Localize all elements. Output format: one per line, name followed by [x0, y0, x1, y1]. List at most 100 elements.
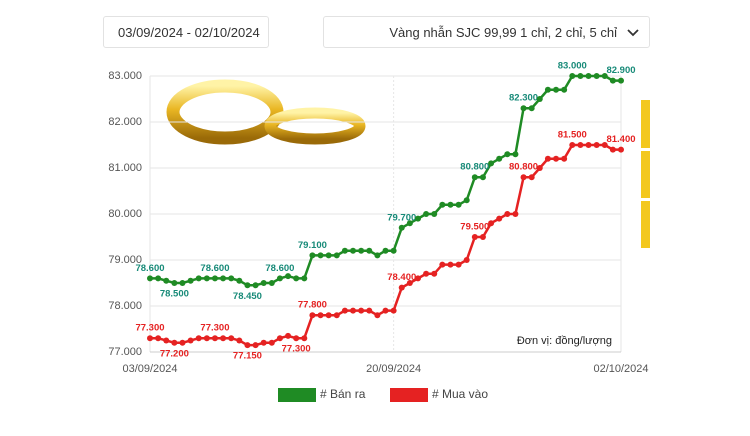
y-tick-label: 83.000 — [108, 70, 142, 82]
point — [423, 270, 430, 277]
point — [244, 342, 251, 349]
point — [414, 215, 421, 222]
legend-swatch[interactable] — [278, 388, 316, 402]
point — [504, 211, 511, 217]
point — [333, 312, 340, 319]
x-tick-label: 03/09/2024 — [122, 363, 177, 375]
data-label: 79.500 — [460, 222, 489, 233]
point — [593, 142, 600, 148]
point — [317, 312, 324, 319]
data-label: 77.300 — [200, 323, 229, 334]
point — [536, 96, 543, 102]
point — [488, 220, 495, 227]
point — [179, 339, 186, 346]
point — [268, 280, 275, 286]
data-label: 77.300 — [282, 344, 311, 355]
product-select[interactable]: Vàng nhẫn SJC 99,99 1 chỉ, 2 chỉ, 5 chỉ — [323, 16, 650, 48]
point — [569, 73, 576, 79]
point — [414, 275, 421, 282]
data-label: 81.500 — [558, 130, 587, 141]
point — [520, 174, 527, 181]
point — [366, 307, 373, 314]
point — [252, 342, 259, 349]
data-label: 79.700 — [387, 212, 416, 223]
point — [431, 270, 438, 277]
point — [479, 174, 486, 181]
data-label: 83.000 — [558, 61, 587, 72]
point — [325, 252, 332, 259]
series-line — [150, 143, 621, 347]
unit-note: Đơn vị: đồng/lượng — [517, 335, 612, 347]
point — [350, 247, 357, 254]
point — [163, 337, 170, 344]
point — [374, 312, 381, 319]
point — [618, 146, 624, 153]
point — [285, 273, 292, 280]
point — [228, 335, 235, 342]
point — [285, 332, 292, 339]
point — [171, 280, 178, 286]
data-label: 78.400 — [387, 272, 416, 283]
point — [544, 86, 551, 93]
point — [293, 335, 300, 342]
point — [325, 312, 332, 319]
data-label: 82.900 — [606, 65, 635, 76]
data-label: 78.500 — [160, 289, 189, 300]
point — [236, 337, 243, 344]
point — [382, 247, 389, 254]
point — [220, 335, 227, 342]
point — [317, 252, 324, 259]
point — [601, 142, 608, 148]
point — [512, 211, 519, 217]
point — [463, 197, 470, 204]
point — [366, 247, 373, 254]
point — [220, 275, 227, 282]
point — [585, 142, 592, 148]
chevron — [627, 29, 639, 37]
point — [439, 261, 446, 268]
point — [398, 284, 405, 291]
data-label: 81.400 — [606, 134, 635, 145]
point — [496, 215, 503, 222]
data-label: 78.600 — [200, 263, 229, 274]
point — [496, 155, 503, 162]
data-label: 78.450 — [233, 291, 262, 302]
point — [203, 335, 210, 342]
y-tick-label: 79.000 — [108, 254, 142, 266]
side-bar — [641, 151, 650, 198]
point — [203, 275, 210, 282]
point — [544, 155, 551, 162]
point — [569, 142, 576, 148]
point — [260, 339, 267, 346]
rings-image — [166, 79, 366, 145]
point — [471, 234, 478, 240]
data-label: 77.300 — [135, 323, 164, 334]
side-bar — [641, 201, 650, 248]
point — [390, 247, 397, 254]
point — [479, 234, 486, 240]
legend-label[interactable]: # Mua vào — [432, 387, 488, 401]
date-range[interactable]: 03/09/2024 - 02/10/2024 — [103, 16, 269, 48]
point — [187, 337, 194, 344]
legend-swatch[interactable] — [390, 388, 428, 402]
point — [447, 201, 454, 208]
point — [528, 105, 535, 112]
data-label: 77.200 — [160, 348, 189, 359]
point — [358, 247, 365, 254]
point — [390, 307, 397, 314]
legend-label[interactable]: # Bán ra — [320, 387, 366, 401]
point — [528, 174, 535, 181]
point — [455, 261, 462, 268]
point — [195, 335, 202, 342]
point — [577, 142, 584, 148]
point — [374, 252, 381, 259]
point — [455, 201, 462, 208]
x-tick-label: 02/10/2024 — [593, 363, 648, 375]
point — [211, 275, 218, 282]
point — [463, 257, 470, 263]
point — [155, 335, 162, 342]
point — [252, 282, 259, 289]
data-label: 77.800 — [298, 300, 327, 311]
point — [350, 307, 357, 314]
